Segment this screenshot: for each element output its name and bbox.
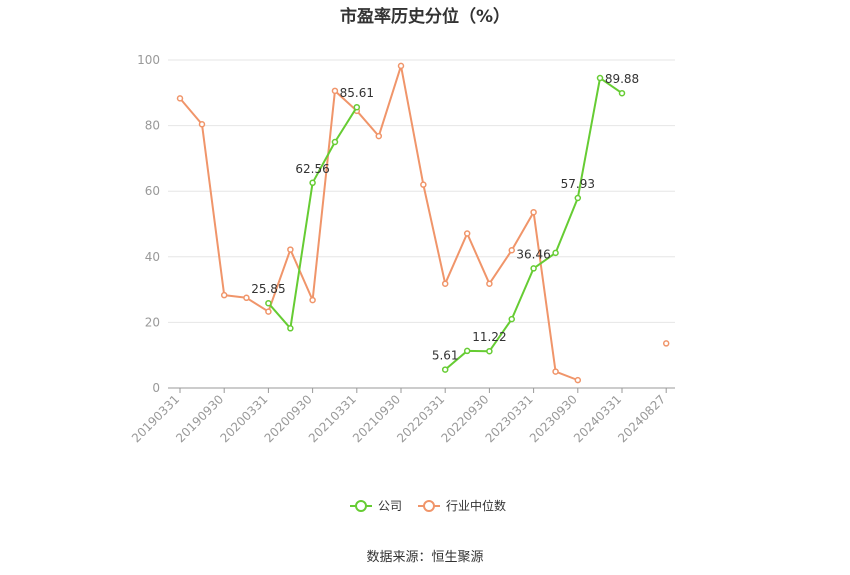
data-source: 数据来源：恒生聚源	[366, 550, 484, 565]
legend-label: 公司	[378, 499, 402, 513]
data-point	[596, 74, 604, 82]
data-point	[486, 280, 493, 287]
legend-item[interactable]: 公司	[350, 499, 402, 513]
grid-layer	[168, 59, 675, 323]
data-point	[243, 294, 250, 302]
series-line	[444, 77, 623, 371]
data-point	[441, 366, 449, 373]
data-point	[618, 89, 626, 97]
data-point	[662, 340, 670, 347]
data-point	[287, 246, 294, 253]
data-point	[309, 179, 316, 187]
line-chart: 0204060801002019033120190930202003312020…	[129, 53, 675, 513]
data-point	[420, 181, 427, 188]
data-point	[353, 103, 361, 111]
data-point	[508, 246, 515, 254]
data-point	[331, 138, 339, 146]
data-point	[552, 249, 559, 257]
data-point	[463, 230, 471, 237]
data-point	[574, 376, 582, 384]
data-point	[265, 299, 272, 307]
data-point	[441, 280, 449, 287]
data-label-layer: 25.85 62.56 85.61 5.61 11.22 36.46 57.93 89.88	[251, 72, 639, 362]
x-tick-label: 20240827	[615, 392, 668, 445]
data-label: 89.88	[605, 72, 639, 86]
legend[interactable]: 公司 行业中位数	[350, 498, 506, 513]
data-point	[530, 265, 537, 272]
y-tick-label: 20	[145, 315, 160, 329]
data-point	[397, 62, 405, 70]
legend-marker	[355, 500, 367, 512]
data-point	[463, 347, 471, 355]
data-point	[331, 87, 339, 95]
chart-title: 市盈率历史分位（%）	[339, 7, 511, 27]
y-tick-label: 60	[145, 184, 160, 198]
legend-marker	[423, 500, 435, 512]
series-line	[179, 64, 579, 382]
data-point	[287, 325, 294, 332]
data-label: 5.61	[432, 349, 459, 363]
data-point	[220, 291, 228, 299]
legend-item[interactable]: 行业中位数	[418, 498, 506, 513]
y-tick-label: 0	[152, 381, 160, 395]
data-label: 85.61	[340, 86, 374, 100]
data-point	[552, 368, 559, 375]
y-tick-label: 80	[145, 119, 160, 133]
legend-label: 行业中位数	[446, 498, 506, 513]
y-tick-label: 100	[137, 53, 160, 67]
data-point	[265, 308, 272, 315]
series-layer	[176, 62, 670, 384]
data-label: 36.46	[516, 247, 550, 261]
data-point	[375, 132, 383, 140]
data-point	[508, 315, 515, 323]
data-point	[530, 208, 537, 216]
data-label: 11.22	[472, 330, 506, 344]
data-point	[176, 95, 184, 102]
data-label: 62.56	[295, 162, 329, 176]
data-point	[198, 121, 206, 128]
data-point	[574, 194, 582, 202]
data-point	[486, 347, 493, 355]
data-point	[309, 296, 316, 304]
data-label: 25.85	[251, 282, 285, 296]
y-tick-label: 40	[145, 250, 160, 264]
data-label: 57.93	[561, 177, 595, 191]
